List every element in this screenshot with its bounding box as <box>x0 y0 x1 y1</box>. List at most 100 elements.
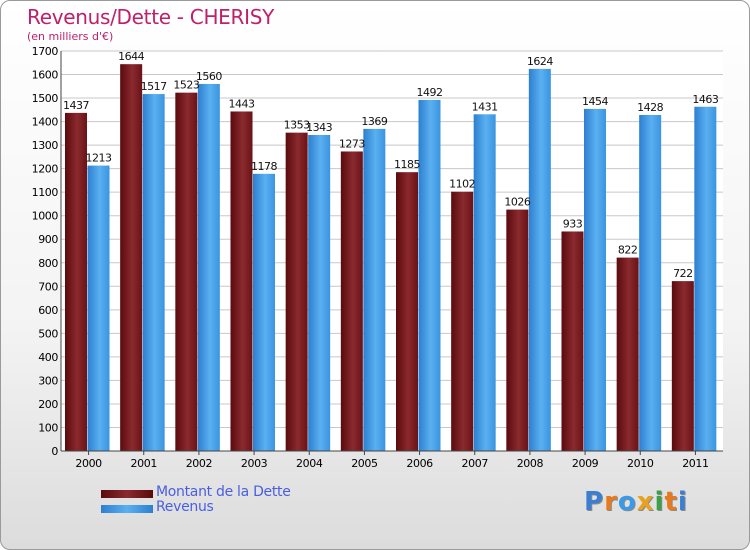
legend-swatch-revenus <box>101 505 153 513</box>
revenue-value-label: 1428 <box>637 101 663 114</box>
y-tick-label: 0 <box>51 445 58 458</box>
revenue-value-label: 1624 <box>527 55 553 68</box>
debt-value-label: 1523 <box>173 79 199 92</box>
y-tick-label: 1400 <box>32 116 59 129</box>
debt-value-label: 1185 <box>394 158 420 171</box>
legend-label-revenus: Revenus <box>156 499 214 515</box>
revenue-value-label: 1517 <box>141 80 167 93</box>
x-tick-label: 2009 <box>572 457 599 470</box>
plot-area <box>61 51 723 451</box>
revenue-value-label: 1492 <box>417 86 443 99</box>
revenue-bar <box>87 165 110 451</box>
y-tick-label: 1200 <box>32 163 59 176</box>
y-tick-label: 200 <box>38 398 58 411</box>
y-tick-label: 1500 <box>32 92 59 105</box>
revenue-bar <box>197 83 220 452</box>
x-tick-label: 2007 <box>462 457 489 470</box>
debt-value-label: 1443 <box>229 97 255 110</box>
debt-bar <box>671 281 694 451</box>
x-tick-label: 2001 <box>131 457 157 470</box>
debt-bar <box>120 64 143 452</box>
revenue-bar <box>308 135 331 451</box>
logo-letter: t <box>664 487 678 517</box>
debt-value-label: 1437 <box>63 99 89 112</box>
revenue-value-label: 1463 <box>692 93 718 106</box>
y-axis: 0 100 200 300 400 500 600 700 800 900 1000 1100 1200… <box>32 45 62 458</box>
x-tick-label: 2003 <box>241 457 268 470</box>
logo-letter: r <box>604 487 618 517</box>
logo-letter: P <box>584 487 605 517</box>
legend-label-dette: Montant de la Dette <box>156 484 291 500</box>
revenue-bar <box>694 106 717 451</box>
debt-value-label: 722 <box>673 267 693 280</box>
debt-value-label: 822 <box>618 244 638 257</box>
revenue-bar <box>528 68 551 451</box>
debt-value-label: 1026 <box>504 196 530 209</box>
debt-bar <box>175 92 198 451</box>
logo-letter: i <box>654 487 665 517</box>
y-tick-label: 700 <box>38 280 58 293</box>
debt-value-label: 1353 <box>284 119 310 132</box>
debt-bar <box>616 257 639 451</box>
debt-value-label: 1273 <box>339 137 365 150</box>
debt-bar <box>340 151 363 451</box>
debt-bar <box>506 209 529 451</box>
revenue-bar <box>473 114 496 451</box>
debt-value-label: 933 <box>563 217 583 230</box>
revenue-bar <box>142 94 165 451</box>
debt-bar <box>396 172 418 452</box>
y-tick-label: 1300 <box>32 139 59 152</box>
revenue-bar <box>418 99 441 452</box>
x-axis: 2000 2001 2002 2003 2004 2005 2006 2007 2008 2009… <box>61 450 723 470</box>
legend-swatch-dette <box>101 490 153 498</box>
debt-bar <box>451 191 474 452</box>
y-tick-label: 800 <box>38 257 58 270</box>
chart-title: Revenus/Dette - CHERISY <box>27 5 275 29</box>
x-tick-label: 2006 <box>406 457 433 470</box>
y-tick-label: 1600 <box>32 69 59 82</box>
grid-lines <box>61 50 723 452</box>
revenue-value-label: 1454 <box>582 95 608 108</box>
y-tick-label: 300 <box>38 374 58 387</box>
debt-bar <box>65 112 87 451</box>
revenue-bar <box>363 128 386 451</box>
x-tick-label: 2011 <box>682 457 708 470</box>
y-tick-label: 400 <box>38 351 58 364</box>
chart-subtitle: (en milliers d'€) <box>27 30 114 43</box>
x-tick-label: 2010 <box>627 457 654 470</box>
proxiti-logo: Proxiti <box>584 487 688 517</box>
revenue-value-label: 1431 <box>472 100 498 113</box>
y-tick-label: 100 <box>38 421 58 434</box>
revenue-bar <box>584 108 606 451</box>
x-tick-label: 2000 <box>75 457 102 470</box>
logo-letter: i <box>677 487 688 517</box>
y-tick-label: 900 <box>38 233 58 246</box>
revenue-bar <box>639 115 662 451</box>
debt-bar <box>230 111 253 452</box>
y-tick-label: 500 <box>38 327 58 340</box>
debt-value-label: 1102 <box>449 178 475 191</box>
x-tick-label: 2008 <box>517 457 544 470</box>
debt-bar <box>561 231 584 451</box>
y-tick-label: 1700 <box>32 45 59 58</box>
logo-letter: x <box>636 487 655 517</box>
debt-bar <box>285 132 308 451</box>
debt-value-label: 1644 <box>118 50 144 63</box>
y-tick-label: 1100 <box>32 186 59 199</box>
revenue-value-label: 1560 <box>196 70 222 83</box>
x-tick-label: 2005 <box>351 457 378 470</box>
revenue-value-label: 1213 <box>86 152 112 165</box>
revenue-value-label: 1343 <box>306 121 332 134</box>
revenue-bar <box>253 173 275 451</box>
y-tick-label: 1000 <box>32 210 59 223</box>
logo-letter: o <box>617 487 637 517</box>
y-tick-label: 600 <box>38 304 58 317</box>
x-tick-label: 2002 <box>186 457 212 470</box>
x-tick-label: 2004 <box>296 457 323 470</box>
bars <box>65 64 717 452</box>
revenue-value-label: 1178 <box>251 160 277 173</box>
revenue-value-label: 1369 <box>361 115 387 128</box>
